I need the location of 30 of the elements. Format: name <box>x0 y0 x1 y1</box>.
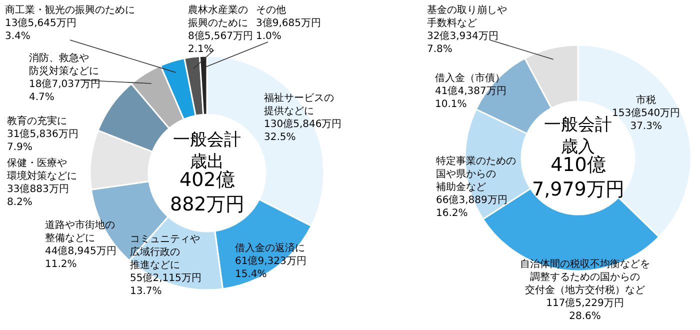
data-label: 130億5,846万円 32.5% <box>264 118 342 143</box>
slice-label: 福祉サービスの提供などに <box>264 92 334 117</box>
data-label: 33億883万円 8.2% <box>7 183 69 208</box>
data-label: 41億4,387万円 10.1% <box>435 85 506 110</box>
data-label: 8億5,567万円 2.1% <box>188 30 253 55</box>
slice-label: 消防、救急や防災対策などに <box>29 52 99 77</box>
slice-label: 市税 <box>636 94 656 106</box>
data-label: 153億540万円 37.3% <box>612 107 680 132</box>
slice-label: 特定事業のための国や県からの補助金など <box>436 155 516 193</box>
data-label: 3億9,685万円 1.0% <box>256 17 321 42</box>
slice-label: その他 <box>256 4 286 16</box>
slice-label: 借入金（市債） <box>435 72 505 84</box>
text: 410億7,979万円 <box>532 154 624 201</box>
data-label: 18億7,037万円 4.7% <box>29 78 100 103</box>
slice-label: 基金の取り崩しや手数料など <box>427 4 507 29</box>
slice-label: 教育の充実に <box>7 115 67 127</box>
data-label: 32億3,934万円 7.8% <box>427 30 498 55</box>
data-label: 44億8,945万円 11.2% <box>45 245 116 270</box>
slice-label: 借入金の返済に <box>235 242 305 254</box>
data-label: 117億5,229万円 28.6% <box>546 297 624 322</box>
slice-label: 道路や市街地の整備などに <box>45 219 115 244</box>
data-label: 55億2,115万円 13.7% <box>130 272 202 297</box>
slice-label: 農林水産業の振興のために <box>188 4 248 29</box>
slice-label: 商工業・観光の振興のために <box>5 4 135 16</box>
data-label: 31億5,836万円 7.9% <box>7 128 78 153</box>
data-label: 66億3,889万円 16.2% <box>436 194 508 219</box>
slice-label: コミュニティや広域行政の推進などに <box>130 234 200 271</box>
text: 402億882万円 <box>170 169 244 216</box>
slice-label: 保健・医療や環境対策などに <box>7 157 77 182</box>
data-label: 13億5,645万円 3.4% <box>5 17 76 42</box>
